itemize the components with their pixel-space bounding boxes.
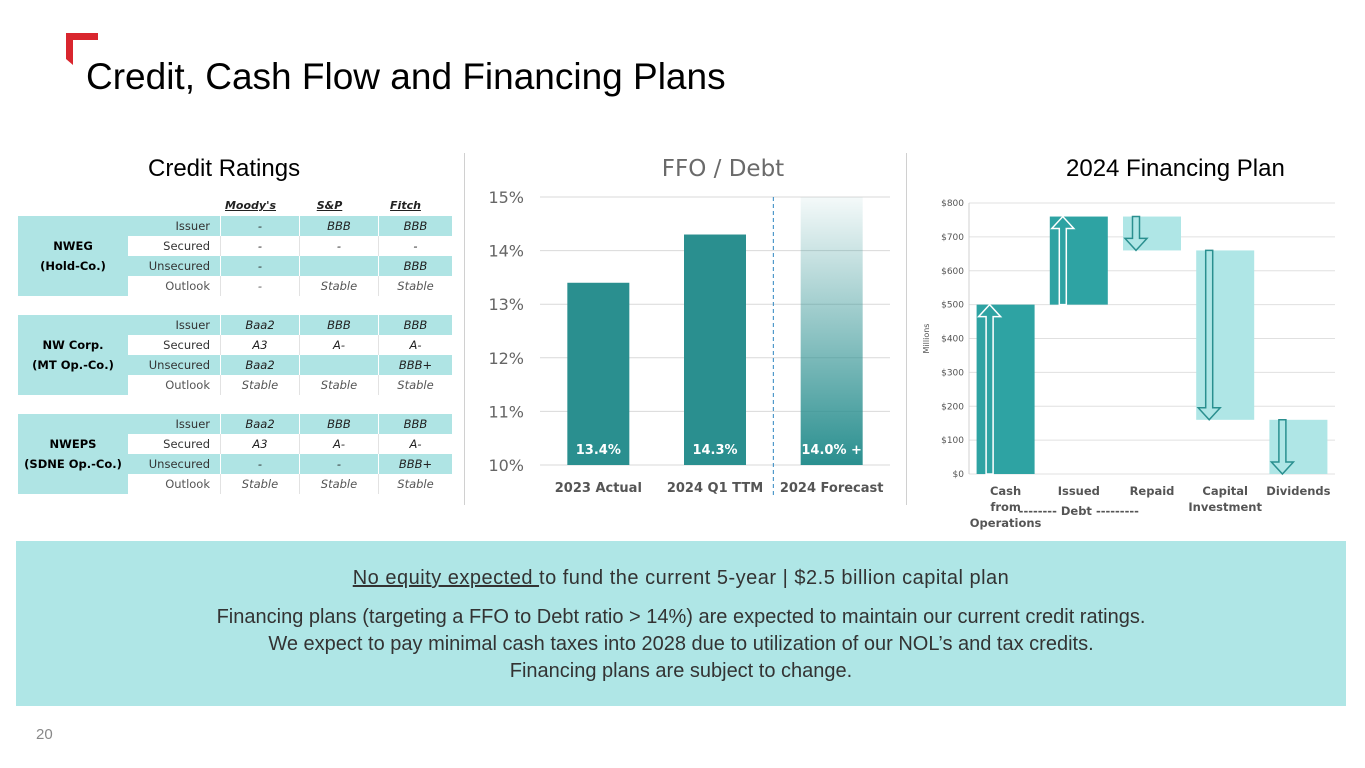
credit-ratings-title: Credit Ratings [148, 155, 301, 182]
y-axis-title: Millions [922, 324, 931, 354]
y-tick-label: 15% [488, 188, 524, 207]
x-tick-label: Repaid [1130, 484, 1175, 498]
table-row: Issuer Baa2 BBB BBB [128, 414, 452, 434]
ratings-table-nw-corp: NW Corp. (MT Op.-Co.) Issuer Baa2 BBB BBB Se… [18, 315, 452, 395]
bar [800, 197, 863, 465]
x-tick-label: 2024 Forecast [780, 481, 884, 496]
bar [684, 234, 746, 465]
y-tick-label: $0 [953, 470, 965, 480]
section-divider [464, 153, 465, 505]
entity-name: NWEG (Hold-Co.) [18, 216, 128, 296]
agency-headers: Moody's S&P Fitch [211, 199, 442, 212]
table-row: Unsecured - - BBB+ [128, 454, 452, 474]
data-label: 13.4% [576, 443, 621, 458]
data-label: 14.3% [692, 443, 737, 458]
table-row: Issuer Baa2 BBB BBB [128, 315, 452, 335]
y-tick-label: 12% [488, 349, 524, 368]
ratings-table-nweps: NWEPS (SDNE Op.-Co.) Issuer Baa2 BBB BBB Sec… [18, 414, 452, 494]
banner-line: Financing plans (targeting a FFO to Debt… [216, 606, 1146, 628]
x-tick-label: from [990, 500, 1021, 514]
arrow-down-icon [1269, 419, 1296, 476]
table-row: Secured A3 A- A- [128, 335, 452, 355]
waterfall-bar [976, 304, 1035, 474]
y-tick-label: 13% [488, 295, 524, 314]
table-row: Secured A3 A- A- [128, 434, 452, 454]
x-tick-label: Dividends [1266, 484, 1330, 498]
x-tick-label: Operations [970, 516, 1042, 530]
banner-lead: No equity expected to fund the current 5… [16, 567, 1346, 590]
arrow-down-icon [1123, 215, 1149, 252]
financing-plan-chart: $0 $100 $200 $300 $400 $500 $600 $700 $800 Millio… [915, 190, 1355, 540]
arrow-down-icon [1196, 249, 1222, 421]
page-number: 20 [36, 726, 53, 743]
table-row: Issuer - BBB BBB [128, 216, 452, 236]
banner-line: Financing plans are subject to change. [509, 660, 853, 682]
section-divider [906, 153, 907, 505]
entity-name: NWEPS (SDNE Op.-Co.) [18, 414, 128, 494]
banner-line: We expect to pay minimal cash taxes into… [268, 633, 1094, 655]
table-row: Outlook Stable Stable Stable [128, 474, 452, 494]
y-tick-label: $200 [941, 402, 964, 412]
y-tick-label: 10% [488, 456, 524, 475]
x-tick-label: 2023 Actual [555, 481, 642, 496]
bar [567, 282, 630, 465]
financing-plan-title: 2024 Financing Plan [1066, 155, 1285, 182]
group-label: -------- Debt --------- [1019, 504, 1139, 518]
y-tick-label: 14% [488, 242, 524, 261]
agency-header-sp: S&P [316, 199, 343, 212]
x-tick-label: Investment [1188, 500, 1262, 514]
waterfall-bar [1049, 216, 1108, 305]
y-tick-label: $500 [941, 301, 964, 311]
y-tick-label: $700 [941, 233, 964, 243]
ratings-table-nweg: NWEG (Hold-Co.) Issuer - BBB BBB Secured - - - … [18, 216, 452, 296]
data-label: 14.0% + [801, 443, 862, 458]
x-tick-label: Capital [1202, 484, 1248, 498]
table-row: Secured - - - [128, 236, 452, 256]
arrow-up-icon [1050, 215, 1076, 306]
ffo-debt-chart: FFO / Debt 10% 11% 12% 13% 14% 15% 13.4% 2023 A… [478, 150, 898, 510]
table-row: Outlook - Stable Stable [128, 276, 452, 296]
ffo-chart-title: FFO / Debt [661, 156, 785, 182]
ffo-chart-plot: 10% 11% 12% 13% 14% 15% 13.4% 2023 Actual 14.3% 2… [488, 188, 890, 496]
no-equity-text: No equity expected [352, 567, 540, 589]
y-tick-label: $400 [941, 335, 964, 345]
y-tick-label: $100 [941, 436, 964, 446]
table-row: Unsecured - BBB [128, 256, 452, 276]
capital-plan-text: to fund the current 5-year | $2.5 billio… [539, 567, 1010, 589]
agency-header-moodys: Moody's [224, 199, 277, 212]
x-tick-label: Issued [1058, 484, 1100, 498]
waterfall-bar [1196, 250, 1255, 420]
key-message-banner: No equity expected to fund the current 5… [16, 541, 1346, 706]
y-tick-label: $600 [941, 267, 964, 277]
x-tick-label: 2024 Q1 TTM [667, 481, 763, 496]
company-logo-icon [66, 33, 98, 65]
x-tick-label: Cash [990, 484, 1021, 498]
table-row: Outlook Stable Stable Stable [128, 375, 452, 395]
arrow-up-icon [976, 303, 1003, 475]
table-row: Unsecured Baa2 BBB+ [128, 355, 452, 375]
agency-header-fitch: Fitch [390, 199, 421, 212]
y-tick-label: 11% [488, 402, 524, 421]
y-tick-label: $800 [941, 199, 964, 209]
page-title: Credit, Cash Flow and Financing Plans [86, 56, 726, 97]
y-tick-label: $300 [941, 368, 964, 378]
waterfall-plot: $0 $100 $200 $300 $400 $500 $600 $700 $800 Millio… [922, 199, 1335, 530]
entity-name: NW Corp. (MT Op.-Co.) [18, 315, 128, 395]
